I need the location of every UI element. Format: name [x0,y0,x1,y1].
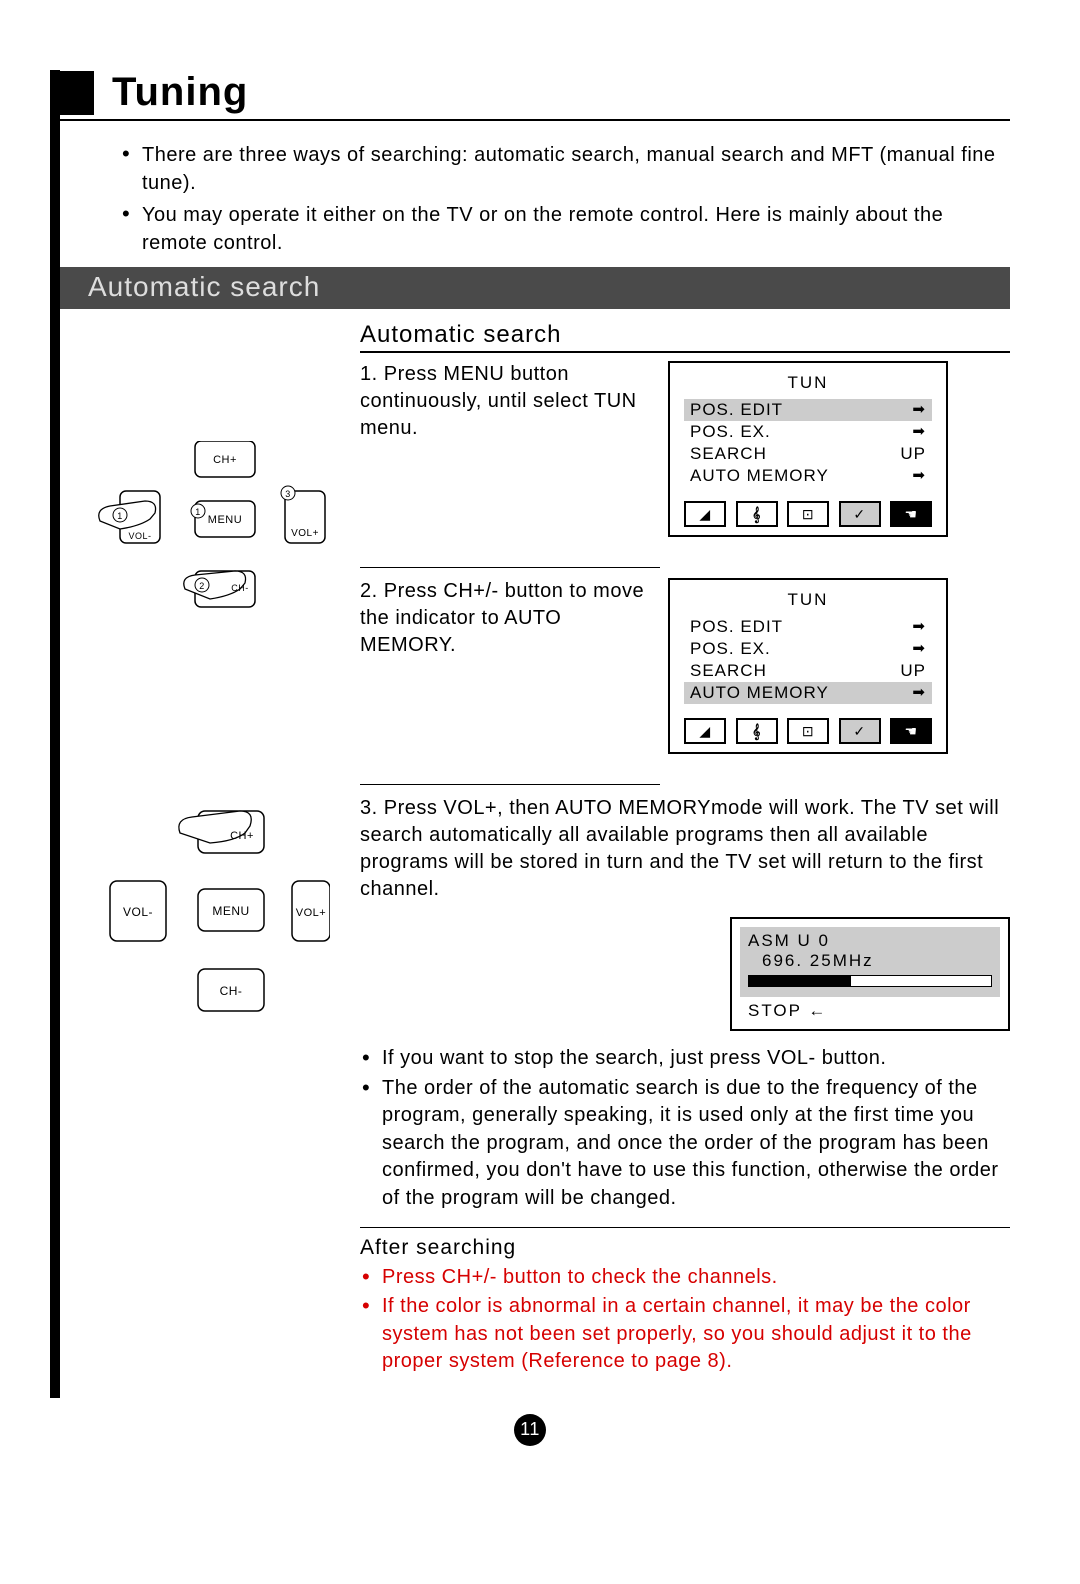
tun-osd-2-row-3: AUTO MEMORY ➡ [684,682,932,704]
title-rule [60,119,1010,121]
step-1-row: 1. Press MENU button continuously, until… [360,361,1010,537]
left-column: CH+ MENU VOL+ VOL- 1 1 3 [80,321,340,1378]
osd-icon-clock: ⊡ [787,501,829,527]
osd-icon-triangle: ◢ [684,501,726,527]
tun-osd-2-row-0: POS. EDIT ➡ [684,616,932,638]
intro-bullet-1: There are three ways of searching: autom… [120,141,1010,197]
svg-text:MENU: MENU [212,904,249,918]
svg-text:CH-: CH- [231,583,249,593]
asm-freq: 696. 25MHz [748,951,992,971]
asm-line1: ASM U 0 [748,931,992,951]
svg-text:1: 1 [117,511,123,521]
asm-box: ASM U 0 696. 25MHz STOP ← [730,917,1010,1031]
asm-progress [748,975,992,987]
svg-text:3: 3 [285,489,291,499]
tun-osd-2-row-2: SEARCH UP [684,660,932,682]
title-row: Tuning [60,70,1010,115]
osd-icon-check: ✓ [839,718,881,744]
page-frame: Tuning There are three ways of searching… [50,70,1010,1398]
intro: There are three ways of searching: autom… [120,141,1010,257]
tun-osd-1: TUN POS. EDIT ➡ POS. EX. ➡ SEARCH UP AU [668,361,948,537]
asm-progress-fill [749,976,851,986]
tun-osd-1-row-2: SEARCH UP [684,443,932,465]
page-number: 11 [514,1414,546,1446]
title-block-icon [60,71,94,115]
page-title: Tuning [112,70,248,115]
asm-stop: STOP ← [740,997,1000,1021]
svg-text:VOL-: VOL- [128,531,151,541]
after-2: If the color is abnormal in a certain ch… [360,1293,1010,1376]
osd-icon-triangle: ◢ [684,718,726,744]
svg-text:2: 2 [199,581,205,591]
osd-icon-hand: ☚ [890,501,932,527]
tun-osd-2: TUN POS. EDIT ➡ POS. EX. ➡ SEARCH UP AU [668,578,948,754]
intro-bullet-2: You may operate it either on the TV or o… [120,201,1010,257]
tun-osd-1-row-1: POS. EX. ➡ [684,421,932,443]
after-list: Press CH+/- button to check the channels… [360,1264,1010,1376]
osd-icon-hand: ☚ [890,718,932,744]
right-column: Automatic search 1. Press MENU button co… [360,321,1010,1378]
note-1: If you want to stop the search, just pre… [360,1045,1010,1073]
step-2-text: 2. Press CH+/- button to move the indica… [360,578,650,659]
osd-icons-2: ◢ 𝄞 ⊡ ✓ ☚ [684,718,932,744]
notes-list: If you want to stop the search, just pre… [360,1045,1010,1213]
step-2-row: 2. Press CH+/- button to move the indica… [360,578,1010,754]
divider-1 [360,567,660,568]
remote-menu-label: MENU [208,514,242,526]
osd-icon-palette: 𝄞 [736,718,778,744]
remote-ch-plus-label: CH+ [213,454,237,466]
tun-osd-2-row-1: POS. EX. ➡ [684,638,932,660]
content-columns: CH+ MENU VOL+ VOL- 1 1 3 [80,321,1010,1378]
osd-icon-palette: 𝄞 [736,501,778,527]
svg-text:CH-: CH- [220,984,243,998]
svg-text:CH+: CH+ [230,830,254,842]
subhead-automatic-search: Automatic search [360,321,1010,353]
svg-text:VOL+: VOL+ [296,907,326,919]
asm-inner: ASM U 0 696. 25MHz [740,927,1000,997]
osd-icon-check: ✓ [839,501,881,527]
tun-osd-1-row-3: AUTO MEMORY ➡ [684,465,932,487]
osd-icons-1: ◢ 𝄞 ⊡ ✓ ☚ [684,501,932,527]
svg-text:VOL-: VOL- [123,905,153,919]
tun-osd-2-title: TUN [684,590,932,610]
note-2: The order of the automatic search is due… [360,1075,1010,1213]
after-searching-rule [360,1227,1010,1228]
after-1: Press CH+/- button to check the channels… [360,1264,1010,1292]
svg-text:1: 1 [195,507,201,517]
divider-2 [360,784,660,785]
remote-vol-plus-label: VOL+ [291,528,319,539]
section-bar: Automatic search [60,267,1010,309]
osd-icon-clock: ⊡ [787,718,829,744]
remote-diagram-2: CH+ VOL- MENU VOL+ CH- [90,801,330,1061]
tun-osd-1-title: TUN [684,373,932,393]
after-searching-title: After searching [360,1236,1010,1260]
tun-osd-1-row-0: POS. EDIT ➡ [684,399,932,421]
step-3-text: 3. Press VOL+, then AUTO MEMORYmode will… [360,795,1010,903]
remote-diagram-1: CH+ MENU VOL+ VOL- 1 1 3 [90,441,330,641]
step-1-text: 1. Press MENU button continuously, until… [360,361,650,442]
